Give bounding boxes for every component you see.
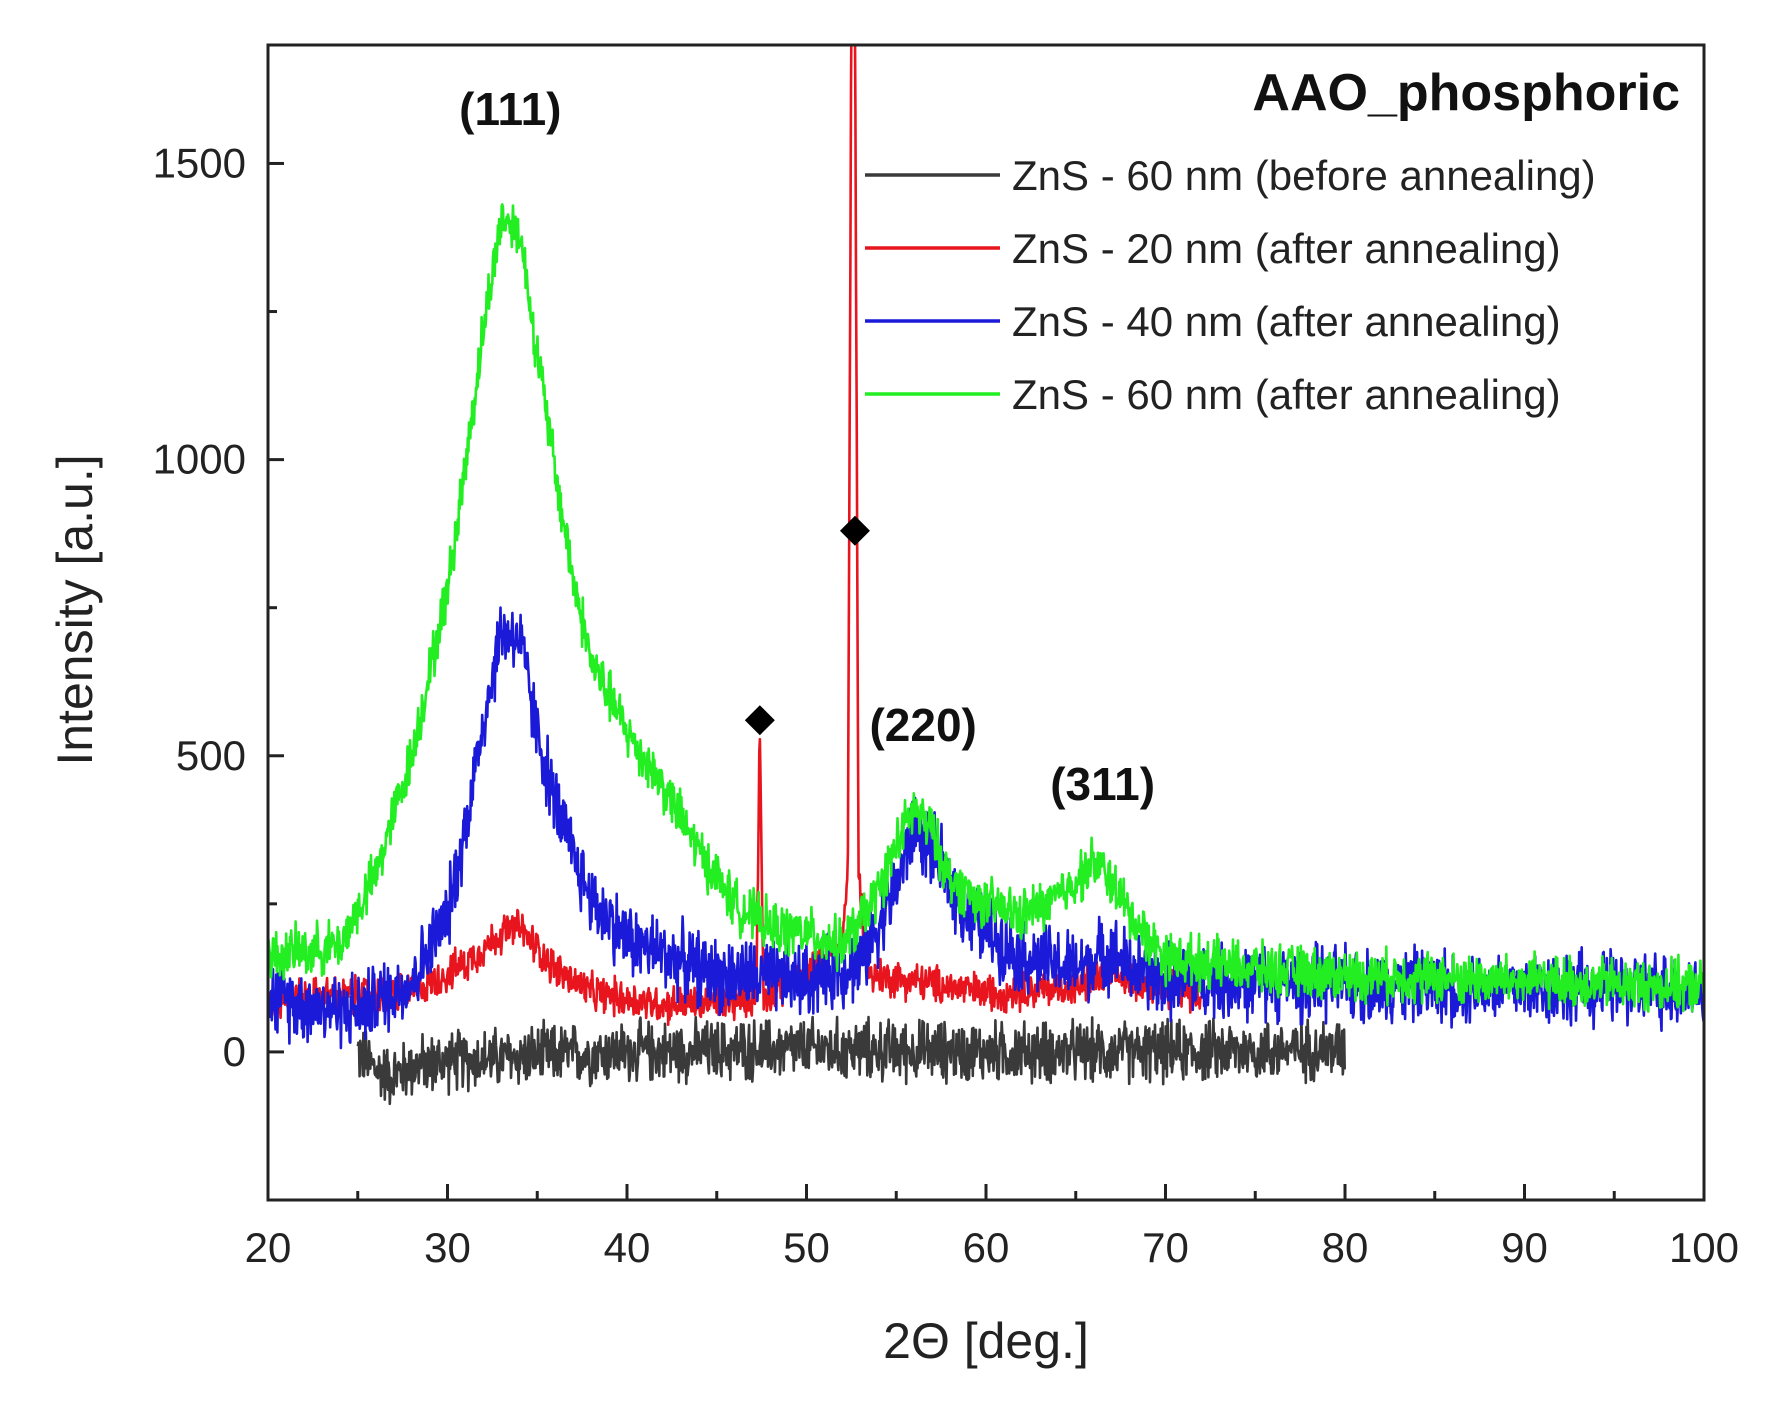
y-tick-label: 500 bbox=[176, 732, 246, 779]
series-line bbox=[268, 203, 1704, 1013]
x-tick-label: 40 bbox=[604, 1224, 651, 1271]
marker-layer bbox=[744, 515, 870, 736]
legend-label: ZnS - 20 nm (after annealing) bbox=[1012, 225, 1561, 272]
x-axis-title: 2Θ [deg.] bbox=[883, 1313, 1089, 1369]
annotation-layer: (111) (220) (311) bbox=[459, 83, 1155, 810]
peak-label: (311) bbox=[1050, 758, 1155, 810]
x-tick-label: 20 bbox=[245, 1224, 292, 1271]
x-tick-label: 70 bbox=[1142, 1224, 1189, 1271]
x-tick-label: 60 bbox=[963, 1224, 1010, 1271]
peak-label: (111) bbox=[459, 83, 561, 135]
legend-label: ZnS - 60 nm (after annealing) bbox=[1012, 371, 1561, 418]
peak-marker-diamond bbox=[744, 705, 775, 736]
series-layer bbox=[268, 45, 1704, 1106]
peak-marker-diamond bbox=[839, 515, 870, 546]
legend: ZnS - 60 nm (before annealing) ZnS - 20 n… bbox=[865, 152, 1596, 418]
y-tick-label: 1500 bbox=[153, 139, 246, 186]
plot-frame bbox=[266, 43, 1706, 1202]
x-tick-label: 100 bbox=[1669, 1224, 1739, 1271]
peak-label: (220) bbox=[869, 699, 976, 751]
y-tick-label: 0 bbox=[223, 1028, 246, 1075]
x-tick-label: 50 bbox=[783, 1224, 830, 1271]
y-tick-label: 1000 bbox=[153, 436, 246, 483]
legend-label: ZnS - 40 nm (after annealing) bbox=[1012, 298, 1561, 345]
legend-label: ZnS - 60 nm (before annealing) bbox=[1012, 152, 1596, 199]
x-tick-label: 90 bbox=[1501, 1224, 1548, 1271]
chart-title: AAO_phosphoric bbox=[1252, 64, 1680, 122]
series-line bbox=[268, 45, 1203, 1026]
series-line bbox=[356, 1015, 1346, 1106]
x-tick-label: 80 bbox=[1322, 1224, 1369, 1271]
y-axis-title: Intensity [a.u.] bbox=[47, 454, 103, 765]
x-tick-label: 30 bbox=[424, 1224, 471, 1271]
